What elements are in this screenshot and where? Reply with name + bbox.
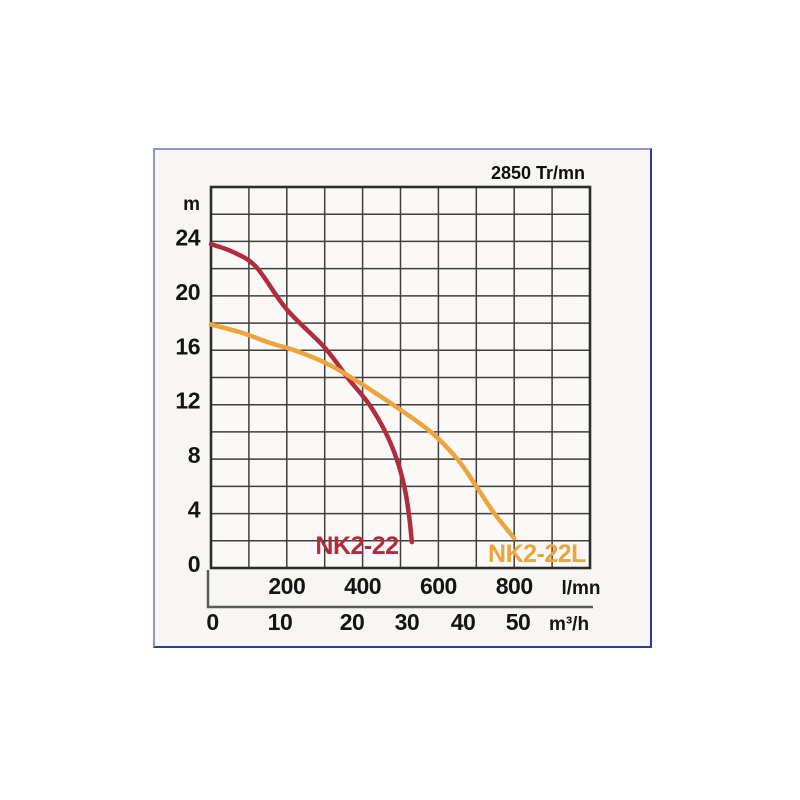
y-axis-unit-label: m xyxy=(183,194,200,215)
x-tick-label: 400 xyxy=(344,573,381,599)
x-secondary-tick-label: 40 xyxy=(451,609,476,635)
x-axis-secondary-unit-label: m³/h xyxy=(549,614,589,635)
x-secondary-tick-label: 0 xyxy=(206,609,218,635)
y-tick-label: 24 xyxy=(175,224,200,250)
y-tick-label: 16 xyxy=(175,333,200,359)
chart-title: 2850 Tr/mn xyxy=(491,163,585,183)
x-secondary-tick-label: 30 xyxy=(395,609,420,635)
x-axis-unit-label: l/mn xyxy=(561,578,600,599)
grid-layer xyxy=(209,185,592,570)
chart-panel: 24 20 16 12 8 4 0 200 400 600 800 0 10 20 30 40 50 2850 … xyxy=(153,148,652,648)
curve-layer xyxy=(208,241,517,545)
series-label-nk2-22l: NK2-22L xyxy=(488,540,586,568)
y-tick-label: 20 xyxy=(175,279,200,305)
curve-nk2-22 xyxy=(208,241,415,545)
y-tick-label: 0 xyxy=(188,551,200,577)
curve-nk2-22l xyxy=(208,322,517,541)
x-tick-label: 800 xyxy=(496,573,533,599)
plot-border xyxy=(209,185,592,570)
x-tick-label: 600 xyxy=(420,573,457,599)
x-tick-label: 200 xyxy=(268,573,305,599)
y-tick-label: 8 xyxy=(188,442,201,468)
y-tick-label: 4 xyxy=(188,497,201,523)
x-secondary-tick-label: 20 xyxy=(340,609,365,635)
x-secondary-tick-label: 10 xyxy=(268,609,293,635)
secondary-axis-line xyxy=(206,570,593,609)
x-secondary-tick-label: 50 xyxy=(506,609,531,635)
series-label-nk2-22: NK2-22 xyxy=(315,532,398,560)
y-tick-label: 12 xyxy=(175,388,200,414)
